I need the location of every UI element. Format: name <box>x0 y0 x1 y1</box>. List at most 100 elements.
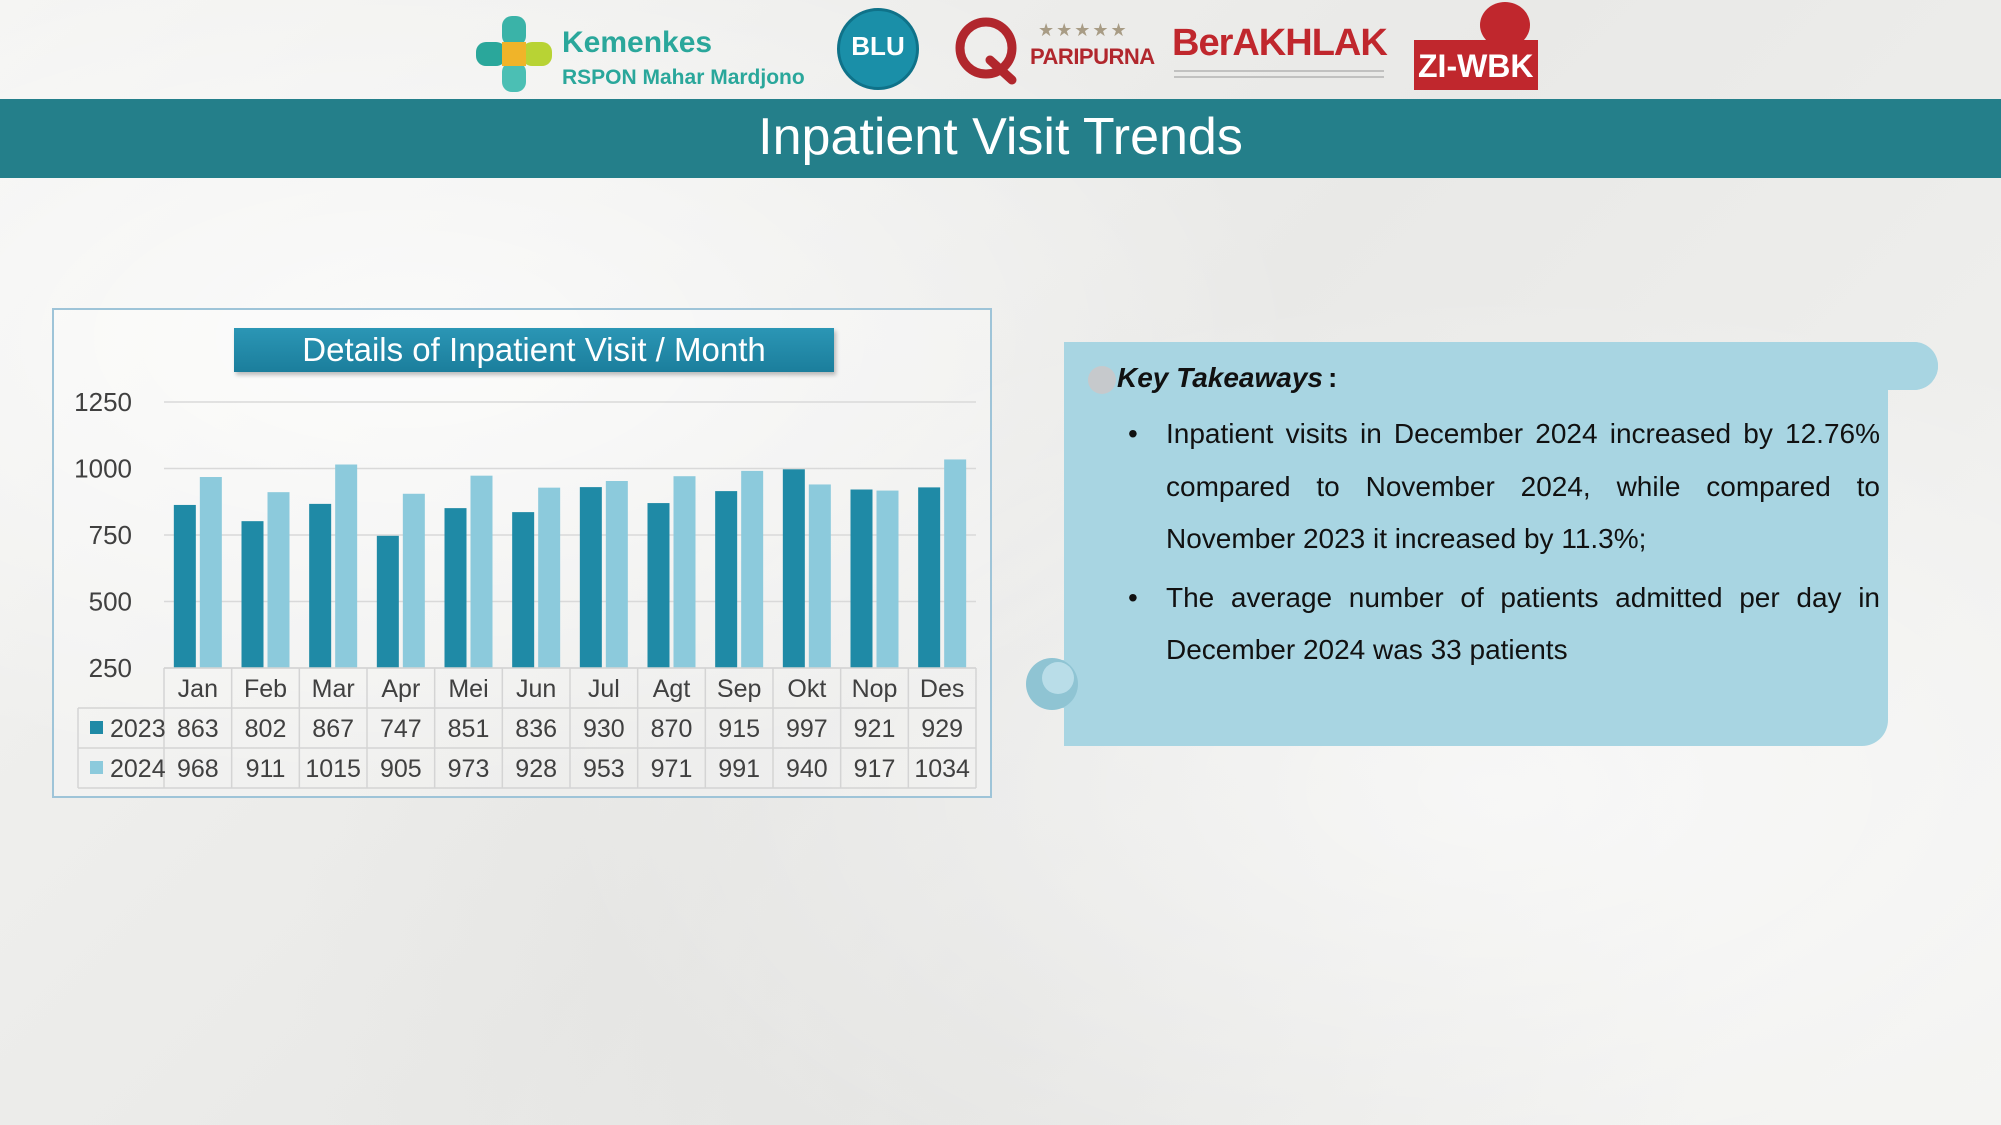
x-category-label: Feb <box>244 675 287 703</box>
takeaways-colon: : <box>1328 362 1338 393</box>
data-label-2023: 802 <box>245 715 287 743</box>
x-category-label: Jan <box>178 675 218 703</box>
x-category-label: Sep <box>717 675 761 703</box>
y-tick-label: 250 <box>89 653 132 683</box>
bullet-dot: • <box>1128 418 1138 449</box>
bar-2023-sep <box>715 491 738 668</box>
chart-panel: 250 500 750 1000 1250 Jan Feb Mar Apr Mei Jun Jul Ag… <box>52 308 992 798</box>
data-label-2024: 968 <box>177 755 219 783</box>
bar-2024-feb <box>267 492 290 668</box>
x-category-label: Jun <box>516 675 556 703</box>
y-tick-label: 750 <box>89 520 132 550</box>
data-label-2024: 911 <box>246 755 286 783</box>
data-label-2023: 836 <box>515 715 557 743</box>
bar-2023-nop <box>850 489 873 668</box>
bar-2024-jan <box>199 477 222 668</box>
kemenkes-subtitle: RSPON Mahar Mardjono <box>562 66 805 89</box>
y-tick-label: 500 <box>89 587 132 617</box>
data-label-2023: 997 <box>786 715 828 743</box>
kemenkes-name: Kemenkes <box>562 26 713 59</box>
y-tick-label: 1250 <box>74 387 132 417</box>
bullet-dot: • <box>1128 581 1138 613</box>
data-label-2024: 971 <box>651 755 693 783</box>
berakhlak-logo: BerAKHLAK <box>1172 14 1402 94</box>
bar-2023-feb <box>241 521 264 668</box>
bar-2023-des <box>918 487 941 668</box>
data-label-2024: 940 <box>786 755 828 783</box>
bar-2024-mar <box>335 464 358 668</box>
bar-2024-agt <box>673 476 696 668</box>
data-label-2023: 863 <box>177 715 219 743</box>
takeaways-list: • Inpatient visits in December 2024 incre… <box>1112 408 1880 683</box>
bar-2024-des <box>944 459 967 668</box>
ziwbk-box: ZI-WBK <box>1414 40 1538 90</box>
bar-2024-sep <box>741 470 764 668</box>
kemenkes-cross-icon <box>476 16 552 92</box>
x-category-label: Apr <box>381 675 420 703</box>
x-category-label: Okt <box>787 675 826 703</box>
legend-key-2024 <box>90 761 103 774</box>
title-band: Inpatient Visit Trends <box>0 99 2001 178</box>
data-label-2023: 929 <box>921 715 963 743</box>
key-takeaways-card: Key Takeaways : • Inpatient visits in Dec… <box>1022 342 1938 746</box>
data-label-2024: 917 <box>854 755 896 783</box>
bar-2023-okt <box>782 469 805 668</box>
x-category-label: Agt <box>653 675 691 703</box>
data-label-2023: 867 <box>312 715 354 743</box>
kemenkes-logo: Kemenkes RSPON Mahar Mardjono <box>474 14 814 94</box>
data-label-2024: 953 <box>583 755 625 783</box>
data-label-2024: 973 <box>448 755 490 783</box>
bar-2023-agt <box>647 503 670 668</box>
paripurna-text: PARIPURNA <box>1030 44 1155 69</box>
x-category-label: Jul <box>588 675 620 703</box>
berakhlak-tagline-line <box>1174 70 1384 78</box>
ziwbk-text: ZI-WBK <box>1418 48 1534 84</box>
takeaway-text: The average number of patients admitted … <box>1166 581 1880 666</box>
bar-2024-jun <box>538 487 561 668</box>
legend-label-2023: 2023 <box>110 715 166 743</box>
bar-2023-jun <box>512 512 535 668</box>
bar-2023-mei <box>444 508 467 668</box>
x-category-label: Nop <box>852 675 898 703</box>
takeaway-item: • The average number of patients admitted… <box>1112 572 1880 677</box>
data-label-2024: 928 <box>515 755 557 783</box>
blu-logo: BLU <box>837 8 919 90</box>
data-label-2024: 1015 <box>305 755 361 783</box>
data-label-2023: 915 <box>718 715 760 743</box>
data-label-2024: 1034 <box>914 755 970 783</box>
bar-2024-mei <box>470 475 493 668</box>
legend-key-2023 <box>90 721 103 734</box>
x-category-label: Mar <box>312 675 355 703</box>
header-logos: Kemenkes RSPON Mahar Mardjono BLU ★★★★★ … <box>0 0 2001 99</box>
scroll-card-shape <box>1026 342 1938 746</box>
takeaways-heading: Key Takeaways <box>1117 362 1323 393</box>
page-title: Inpatient Visit Trends <box>758 108 1243 166</box>
data-label-2023: 921 <box>854 715 896 743</box>
bar-2024-okt <box>808 484 831 668</box>
data-label-2023: 851 <box>448 715 490 743</box>
bar-2024-jul <box>605 481 628 668</box>
bar-2023-jan <box>173 504 196 668</box>
x-category-label: Mei <box>448 675 488 703</box>
bar-2023-apr <box>376 535 399 668</box>
takeaway-text: Inpatient visits in December 2024 increa… <box>1166 418 1880 554</box>
data-label-2023: 747 <box>380 715 422 743</box>
data-label-2023: 870 <box>651 715 693 743</box>
x-category-label: Des <box>920 675 964 703</box>
y-tick-label: 1000 <box>74 454 132 484</box>
data-label-2023: 930 <box>583 715 625 743</box>
legend-label-2024: 2024 <box>110 755 166 783</box>
takeaway-item: • Inpatient visits in December 2024 incre… <box>1112 408 1880 566</box>
chart-title: Details of Inpatient Visit / Month <box>234 328 834 372</box>
bar-2024-apr <box>402 493 425 668</box>
paripurna-logo: ★★★★★ PARIPURNA <box>950 14 1155 94</box>
berakhlak-text: BerAKHLAK <box>1172 22 1388 64</box>
ziwbk-logo: ZI-WBK <box>1414 2 1538 90</box>
bar-2023-mar <box>309 503 332 668</box>
data-label-2024: 991 <box>718 755 760 783</box>
data-label-2024: 905 <box>380 755 422 783</box>
bar-2024-nop <box>876 490 899 668</box>
blu-text: BLU <box>851 31 905 61</box>
paripurna-emblem-icon <box>955 17 1017 85</box>
stars-icon: ★★★★★ <box>1038 20 1129 40</box>
